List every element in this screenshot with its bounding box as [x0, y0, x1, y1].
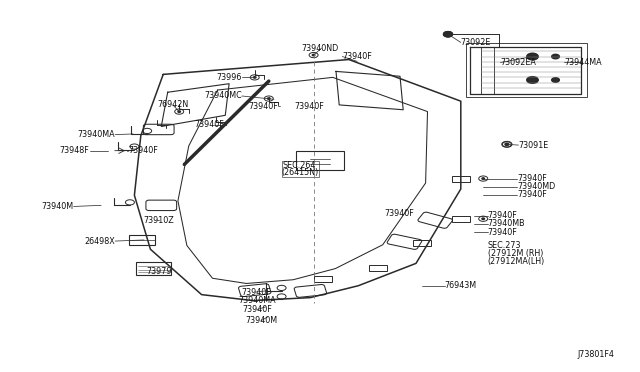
Circle shape [482, 178, 484, 179]
Text: 73940F: 73940F [488, 211, 517, 220]
Text: 73092E: 73092E [461, 38, 491, 47]
Circle shape [527, 53, 538, 60]
Text: 73940M: 73940M [42, 202, 74, 211]
Circle shape [552, 78, 559, 82]
Text: 73940MC: 73940MC [204, 92, 242, 100]
Text: 73940F: 73940F [488, 228, 517, 237]
Circle shape [268, 98, 270, 99]
Text: 73940F: 73940F [384, 209, 413, 218]
Text: 73940F: 73940F [249, 102, 278, 111]
Text: 73940MA: 73940MA [77, 130, 115, 139]
Text: 73940MB: 73940MB [488, 219, 525, 228]
Text: 73940M: 73940M [245, 316, 277, 325]
Circle shape [447, 33, 449, 35]
Text: 73940F: 73940F [517, 174, 547, 183]
Text: 76942N: 76942N [157, 100, 188, 109]
Text: 73940F: 73940F [128, 146, 157, 155]
Text: J73801F4: J73801F4 [577, 350, 614, 359]
Text: 73944MA: 73944MA [564, 58, 602, 67]
Text: 73940F: 73940F [243, 305, 272, 314]
Circle shape [527, 77, 538, 83]
Text: 73948F: 73948F [60, 146, 90, 155]
Text: 73091E: 73091E [518, 141, 548, 150]
Bar [452, 216, 470, 222]
Text: 73940F: 73940F [342, 52, 372, 61]
Bar [129, 235, 155, 245]
Circle shape [253, 77, 256, 78]
Text: 26498X: 26498X [84, 237, 115, 246]
Bar [413, 240, 431, 246]
Text: 73910Z: 73910Z [143, 216, 174, 225]
Text: (26415N): (26415N) [281, 168, 318, 177]
Text: SEC.273: SEC.273 [488, 241, 521, 250]
Text: 73940ND: 73940ND [301, 44, 339, 53]
Text: 73979: 73979 [146, 267, 172, 276]
Text: SEC.264: SEC.264 [283, 161, 316, 170]
Circle shape [552, 54, 559, 59]
Bar [314, 276, 332, 282]
Text: 73940F: 73940F [195, 120, 224, 129]
Circle shape [528, 77, 537, 83]
Text: (27912M (RH): (27912M (RH) [488, 249, 543, 258]
Text: 76943M: 76943M [445, 281, 477, 290]
Text: 73940MD: 73940MD [517, 182, 556, 191]
Text: 73940F: 73940F [241, 288, 271, 296]
Circle shape [482, 218, 484, 219]
Text: 73940F: 73940F [517, 190, 547, 199]
Circle shape [528, 54, 537, 59]
Circle shape [444, 32, 452, 37]
Text: (27912MA(LH): (27912MA(LH) [488, 257, 545, 266]
Bar [296, 151, 344, 170]
Circle shape [178, 111, 180, 112]
Bar [136, 262, 172, 275]
Circle shape [506, 144, 508, 145]
Circle shape [312, 54, 315, 56]
Circle shape [505, 143, 509, 145]
Text: 73940MA: 73940MA [239, 296, 276, 305]
Text: 73996: 73996 [216, 73, 242, 82]
Text: 73092EA: 73092EA [500, 58, 536, 67]
Bar [369, 265, 387, 271]
Circle shape [444, 32, 452, 37]
Text: 73940F: 73940F [294, 102, 324, 111]
Bar [452, 176, 470, 182]
